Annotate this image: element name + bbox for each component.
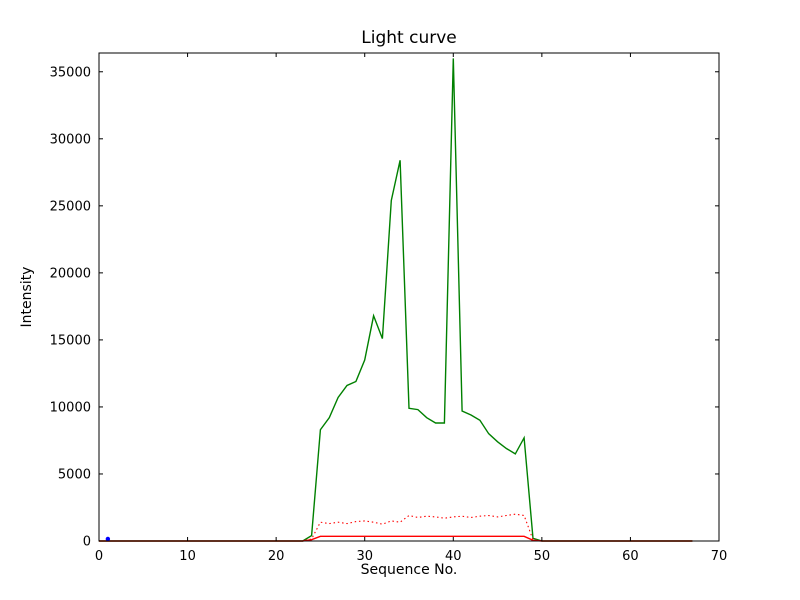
x-tick-label: 40 xyxy=(445,549,462,564)
axes-frame xyxy=(98,52,720,542)
intensity-green-line xyxy=(99,58,693,542)
y-tick-label: 35000 xyxy=(50,65,91,80)
x-tick-label: 0 xyxy=(95,549,103,564)
y-tick-label: 15000 xyxy=(50,333,91,348)
x-tick-label: 10 xyxy=(179,549,196,564)
x-tick-label: 50 xyxy=(534,549,551,564)
y-tick-label: 30000 xyxy=(50,132,91,147)
y-tick-label: 5000 xyxy=(58,467,91,482)
y-tick-label: 0 xyxy=(83,535,91,550)
x-tick-label: 20 xyxy=(268,549,285,564)
y-tick-label: 20000 xyxy=(50,266,91,281)
marker-blue-point xyxy=(105,536,111,542)
y-tick-label: 10000 xyxy=(50,400,91,415)
chart-title: Light curve xyxy=(361,28,457,48)
y-tick-label: 25000 xyxy=(50,199,91,214)
x-tick-label: 60 xyxy=(622,549,639,564)
x-tick-label: 70 xyxy=(711,549,728,564)
x-tick-label: 30 xyxy=(356,549,373,564)
x-axis-label: Sequence No. xyxy=(360,562,458,578)
